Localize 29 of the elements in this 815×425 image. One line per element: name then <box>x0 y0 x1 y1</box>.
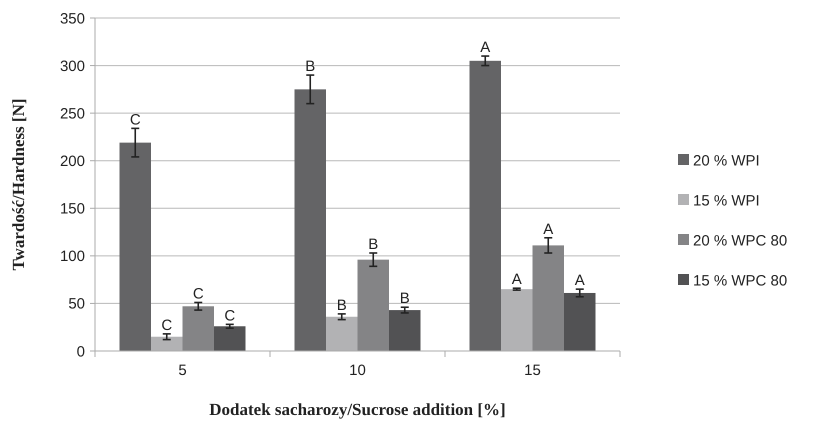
data-label: B <box>305 58 316 76</box>
y-tick-label: 50 <box>68 296 85 313</box>
y-tick-label: 100 <box>60 248 85 266</box>
y-tick-label: 350 <box>60 10 85 28</box>
y-tick-label: 150 <box>60 200 85 218</box>
data-label: A <box>543 220 554 238</box>
data-label: C <box>161 316 172 334</box>
data-label: C <box>192 285 204 302</box>
data-label: B <box>336 296 347 314</box>
x-axis-title: Dodatek sacharozy/Sucrose addition [%] <box>209 400 506 419</box>
legend-label: 20 % WPI <box>693 152 760 170</box>
data-label: C <box>130 111 141 128</box>
data-label: B <box>400 290 410 308</box>
y-tick-label: 250 <box>60 105 85 122</box>
legend-label: 20 % WPC 80 <box>693 232 788 250</box>
legend-label: 15 % WPC 80 <box>693 272 788 290</box>
y-tick-label: 300 <box>60 58 85 75</box>
y-tick-label: 200 <box>60 152 85 170</box>
y-tick-label: 0 <box>76 343 85 360</box>
data-label: A <box>512 271 522 288</box>
data-label: A <box>480 39 490 56</box>
y-axis-title: Twardość/Hardness [N] <box>9 98 28 271</box>
x-tick-label: 5 <box>178 362 187 379</box>
data-label: B <box>368 236 378 254</box>
x-tick-label: 10 <box>349 362 366 379</box>
data-label: C <box>224 307 236 324</box>
legend-label: 15 % WPI <box>693 192 760 210</box>
x-tick-label: 15 <box>524 362 541 379</box>
data-label: A <box>574 272 585 290</box>
